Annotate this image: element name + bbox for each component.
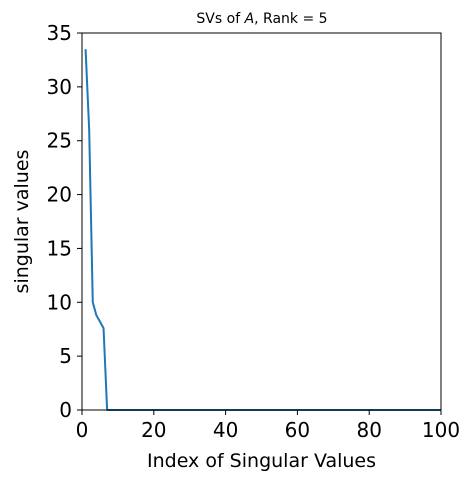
x-tick-label: 40 [213,418,238,442]
plot-frame [81,32,442,411]
chart-title: SVs of A, Rank = 5 [196,11,327,27]
y-tick-label: 25 [47,129,72,153]
y-tick-label: 20 [47,183,72,207]
y-tick-label: 10 [47,290,72,314]
x-tick-label: 20 [141,418,166,442]
x-axis-label: Index of Singular Values [147,450,376,472]
ticks-layer: 0 20 40 60 80 100 0 5 10 15 20 25 30 35 [47,21,461,442]
x-tick-label: 60 [285,418,310,442]
y-tick-label: 30 [47,75,72,99]
x-tick-label: 0 [76,418,89,442]
plot-area [82,33,441,410]
y-axis-label: singular values [11,150,33,294]
x-tick-label: 100 [422,418,460,442]
y-tick-label: 35 [47,21,72,45]
x-tick-label: 80 [356,418,381,442]
y-tick-label: 15 [47,236,72,260]
y-tick-label: 0 [59,398,72,422]
y-tick-label: 5 [59,344,72,368]
